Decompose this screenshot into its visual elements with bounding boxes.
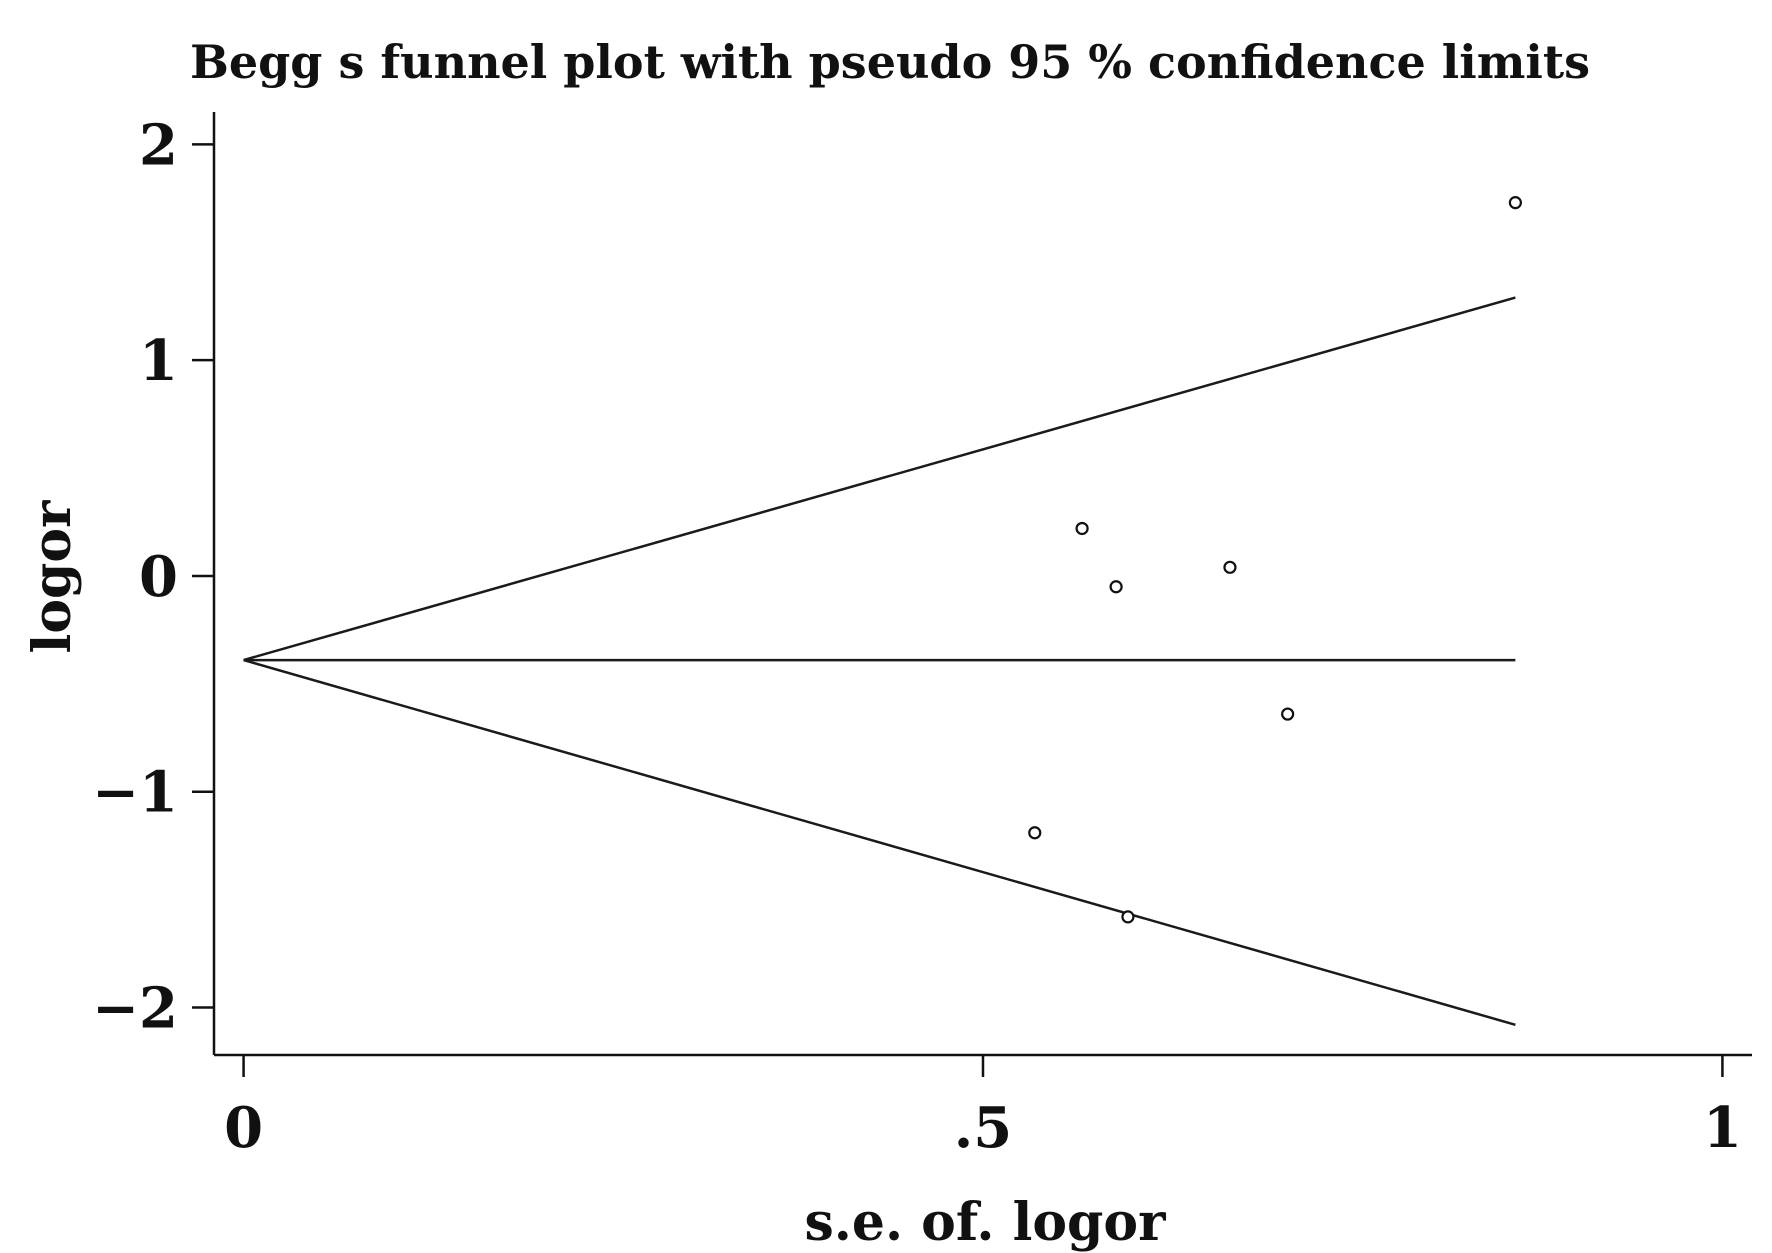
funnel-lower-limit-line xyxy=(243,658,1516,1026)
x-tick-label: .5 xyxy=(954,1095,1012,1161)
data-point xyxy=(1508,196,1522,210)
x-tick-label: 1 xyxy=(1703,1095,1742,1161)
x-tick-label: 0 xyxy=(224,1095,263,1161)
chart-title: Begg s funnel plot with pseudo 95 % conf… xyxy=(190,35,1590,89)
x-axis-ticks: 0.5 1 xyxy=(224,1055,1742,1161)
data-point xyxy=(1109,580,1123,594)
y-tick-label: 2 xyxy=(139,112,178,178)
data-point xyxy=(1075,521,1089,536)
funnel-upper-limit-line xyxy=(243,296,1516,662)
y-tick-label: −1 xyxy=(92,760,178,826)
y-axis-label: logor xyxy=(22,500,83,653)
x-axis-label: s.e. of. logor xyxy=(805,1192,1167,1253)
data-point xyxy=(1121,910,1135,924)
data-point xyxy=(1281,707,1295,721)
funnel-lines xyxy=(243,296,1516,1026)
y-tick-label: 0 xyxy=(139,544,178,610)
data-point xyxy=(1028,826,1042,840)
y-tick-label: −2 xyxy=(92,976,178,1042)
data-point xyxy=(1223,560,1237,574)
data-points xyxy=(1028,196,1522,924)
y-tick-label: 1 xyxy=(139,328,178,394)
y-axis-ticks: 2 1 0 −1 −2 xyxy=(92,112,214,1042)
